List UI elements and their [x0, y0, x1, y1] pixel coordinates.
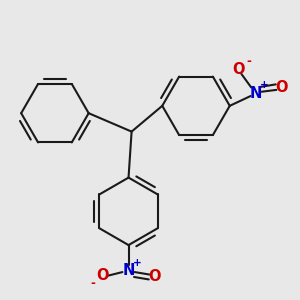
Text: +: + — [133, 258, 142, 268]
Text: +: + — [260, 80, 268, 90]
Text: -: - — [91, 277, 95, 290]
Text: O: O — [275, 80, 287, 95]
Text: O: O — [148, 269, 161, 284]
Text: N: N — [122, 263, 135, 278]
Text: -: - — [246, 55, 251, 68]
Text: N: N — [249, 86, 262, 101]
Text: O: O — [232, 61, 244, 76]
Text: O: O — [97, 268, 109, 283]
